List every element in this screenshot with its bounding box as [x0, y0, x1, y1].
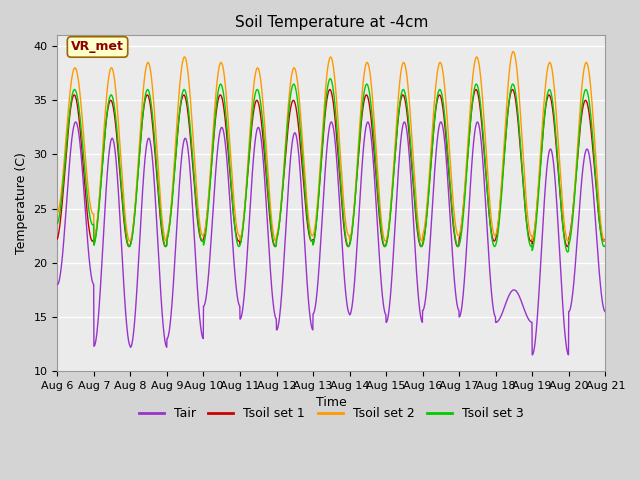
Title: Soil Temperature at -4cm: Soil Temperature at -4cm [235, 15, 428, 30]
Y-axis label: Temperature (C): Temperature (C) [15, 152, 28, 254]
Legend: Tair, Tsoil set 1, Tsoil set 2, Tsoil set 3: Tair, Tsoil set 1, Tsoil set 2, Tsoil se… [134, 402, 529, 425]
X-axis label: Time: Time [316, 396, 347, 409]
Text: VR_met: VR_met [71, 40, 124, 53]
